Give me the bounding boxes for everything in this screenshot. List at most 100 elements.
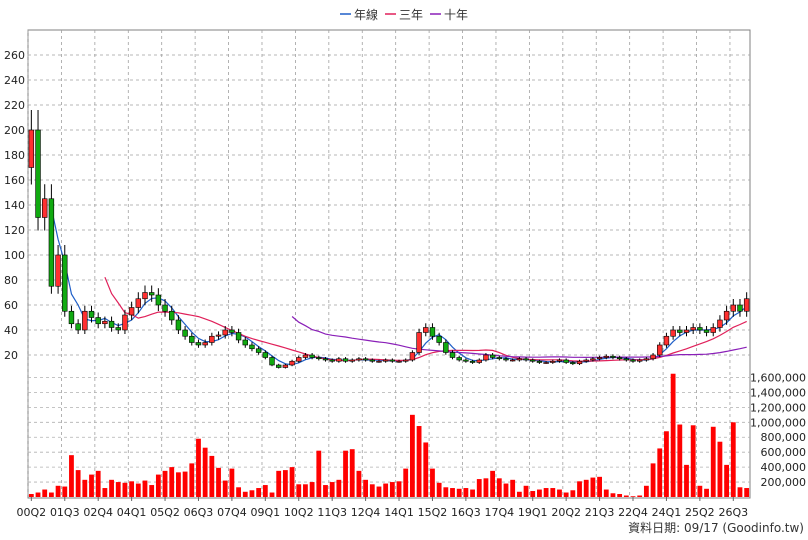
x-tick-label: 19Q1 bbox=[518, 506, 548, 519]
x-tick-label: 26Q3 bbox=[718, 506, 748, 519]
candle-body bbox=[349, 359, 355, 362]
volume-bar bbox=[724, 464, 730, 497]
price-tick-label: 240 bbox=[4, 74, 25, 87]
candle-body bbox=[88, 310, 95, 318]
volume-bar bbox=[202, 447, 208, 497]
volume-tick-label: 1,200,000 bbox=[750, 401, 806, 414]
volume-bar bbox=[476, 479, 482, 497]
volume-bar bbox=[470, 489, 475, 497]
price-tick-label: 260 bbox=[4, 49, 25, 62]
candle-body bbox=[483, 354, 489, 361]
x-tick-label: 24Q1 bbox=[652, 506, 682, 519]
volume-bar bbox=[155, 474, 161, 497]
volume-bar bbox=[597, 476, 602, 497]
volume-bar bbox=[744, 488, 750, 497]
candle-body bbox=[643, 358, 650, 361]
volume-bar bbox=[216, 467, 221, 497]
volume-bar bbox=[630, 496, 636, 497]
candle-body bbox=[282, 364, 289, 368]
candle-body bbox=[155, 294, 162, 306]
volume-bar bbox=[269, 492, 275, 497]
volume-bar bbox=[48, 492, 54, 497]
price-tick-label: 60 bbox=[4, 299, 18, 312]
volume-bar bbox=[443, 487, 449, 497]
volume-bar bbox=[296, 484, 302, 497]
legend-item-year-line: 年線 bbox=[340, 7, 378, 22]
volume-bar bbox=[289, 467, 295, 497]
volume-bar bbox=[684, 464, 689, 497]
volume-bar bbox=[75, 470, 81, 497]
volume-bar bbox=[229, 468, 235, 497]
volume-bar bbox=[189, 463, 195, 497]
volume-bar bbox=[122, 482, 128, 497]
price-tick-label: 20 bbox=[4, 349, 18, 362]
candle-body bbox=[182, 329, 188, 337]
volume-bar bbox=[403, 468, 409, 497]
candle-body bbox=[75, 323, 81, 331]
candle-body bbox=[616, 357, 623, 360]
candle-body bbox=[389, 359, 396, 362]
x-tick-label: 11Q3 bbox=[317, 506, 347, 519]
volume-bar bbox=[349, 449, 355, 497]
candle-body bbox=[128, 307, 135, 316]
candle-body bbox=[650, 354, 656, 360]
x-axis-ticks: 00Q2 01Q3 02Q4 04Q1 05Q2 06Q3 07Q4 09Q1 10Q2 11Q3… bbox=[17, 497, 748, 519]
price-gridlines bbox=[27, 30, 750, 497]
candle-body bbox=[697, 327, 703, 331]
volume-bar bbox=[396, 481, 402, 497]
volume-bar bbox=[162, 470, 168, 497]
candle-body bbox=[636, 359, 643, 362]
volume-tick-label: 200,000 bbox=[761, 476, 807, 489]
volume-bar bbox=[256, 488, 262, 497]
candle-body bbox=[436, 335, 442, 343]
volume-bar bbox=[28, 494, 34, 497]
x-tick-label: 09Q1 bbox=[250, 506, 280, 519]
x-tick-label: 12Q4 bbox=[351, 506, 381, 519]
candle-body bbox=[710, 327, 716, 333]
volume-bar bbox=[657, 448, 663, 497]
candle-body bbox=[195, 342, 202, 346]
volume-bar bbox=[42, 489, 48, 497]
volume-bar bbox=[577, 481, 582, 497]
volume-axis-ticks: 200,000 400,000 600,000 800,000 1,000,000 1,2… bbox=[750, 371, 806, 489]
volume-bar bbox=[196, 438, 201, 497]
volume-bar bbox=[617, 494, 623, 497]
candle-body bbox=[309, 354, 315, 358]
volume-tick-label: 1,000,000 bbox=[750, 416, 806, 429]
candle-body bbox=[543, 362, 549, 364]
volume-bar bbox=[583, 479, 589, 497]
volume-bar bbox=[603, 489, 609, 497]
volume-bar bbox=[336, 479, 342, 497]
candle-body bbox=[443, 342, 449, 353]
price-tick-label: 180 bbox=[4, 149, 25, 162]
volume-bar bbox=[717, 441, 723, 497]
volume-bar bbox=[496, 478, 502, 497]
volume-bar bbox=[89, 474, 94, 497]
x-tick-label: 02Q4 bbox=[83, 506, 113, 519]
candle-body bbox=[469, 360, 476, 363]
candle-body bbox=[108, 320, 115, 328]
candle-body bbox=[429, 327, 436, 337]
candle-body bbox=[590, 358, 596, 361]
volume-bar bbox=[329, 482, 335, 497]
volume-bar bbox=[135, 483, 141, 497]
volume-bar bbox=[389, 482, 395, 497]
candle-body bbox=[28, 129, 35, 168]
candle-body bbox=[596, 357, 603, 360]
candle-body bbox=[296, 357, 302, 362]
candle-body bbox=[556, 359, 563, 362]
candle-body bbox=[416, 332, 422, 353]
candle-body bbox=[115, 327, 121, 331]
volume-bar bbox=[35, 492, 41, 497]
source-footer: 資料日期: 09/17 (Goodinfo.tw) bbox=[628, 521, 804, 535]
volume-bar bbox=[730, 422, 736, 497]
x-tick-label: 01Q3 bbox=[50, 506, 80, 519]
volume-bar bbox=[409, 414, 415, 497]
x-tick-label: 15Q2 bbox=[418, 506, 448, 519]
volume-bar bbox=[610, 493, 616, 497]
volume-bar bbox=[102, 488, 108, 497]
volume-bar bbox=[463, 488, 469, 497]
x-tick-label: 05Q2 bbox=[150, 506, 180, 519]
candle-body bbox=[215, 334, 222, 337]
